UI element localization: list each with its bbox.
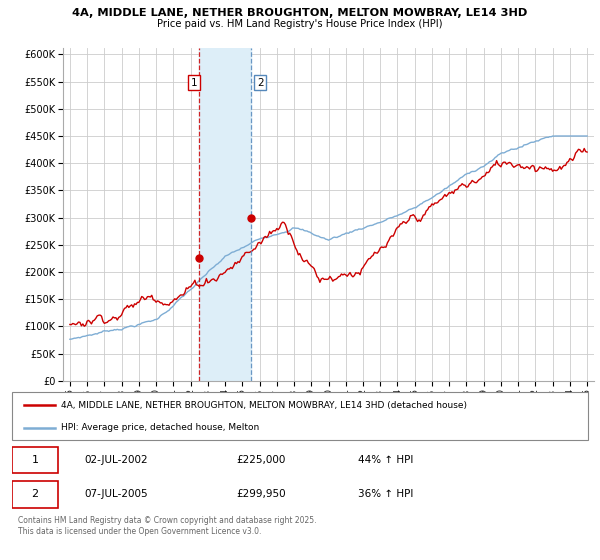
FancyBboxPatch shape: [12, 481, 58, 507]
Bar: [199, 48, 251, 381]
Text: 1: 1: [32, 455, 38, 465]
Text: Contains HM Land Registry data © Crown copyright and database right 2025.
This d: Contains HM Land Registry data © Crown c…: [18, 516, 317, 536]
Text: 02-JUL-2002: 02-JUL-2002: [84, 455, 148, 465]
Text: 4A, MIDDLE LANE, NETHER BROUGHTON, MELTON MOWBRAY, LE14 3HD (detached house): 4A, MIDDLE LANE, NETHER BROUGHTON, MELTO…: [61, 401, 467, 410]
Text: 4A, MIDDLE LANE, NETHER BROUGHTON, MELTON MOWBRAY, LE14 3HD: 4A, MIDDLE LANE, NETHER BROUGHTON, MELTO…: [73, 8, 527, 18]
FancyBboxPatch shape: [12, 447, 58, 473]
Text: 36% ↑ HPI: 36% ↑ HPI: [358, 489, 413, 499]
Text: 44% ↑ HPI: 44% ↑ HPI: [358, 455, 413, 465]
Text: HPI: Average price, detached house, Melton: HPI: Average price, detached house, Melt…: [61, 423, 259, 432]
Text: 1: 1: [191, 78, 197, 87]
Text: Price paid vs. HM Land Registry's House Price Index (HPI): Price paid vs. HM Land Registry's House …: [157, 19, 443, 29]
Text: 2: 2: [31, 489, 38, 499]
Text: 07-JUL-2005: 07-JUL-2005: [84, 489, 148, 499]
Text: 2: 2: [257, 78, 264, 87]
Text: £299,950: £299,950: [236, 489, 286, 499]
Text: £225,000: £225,000: [236, 455, 286, 465]
